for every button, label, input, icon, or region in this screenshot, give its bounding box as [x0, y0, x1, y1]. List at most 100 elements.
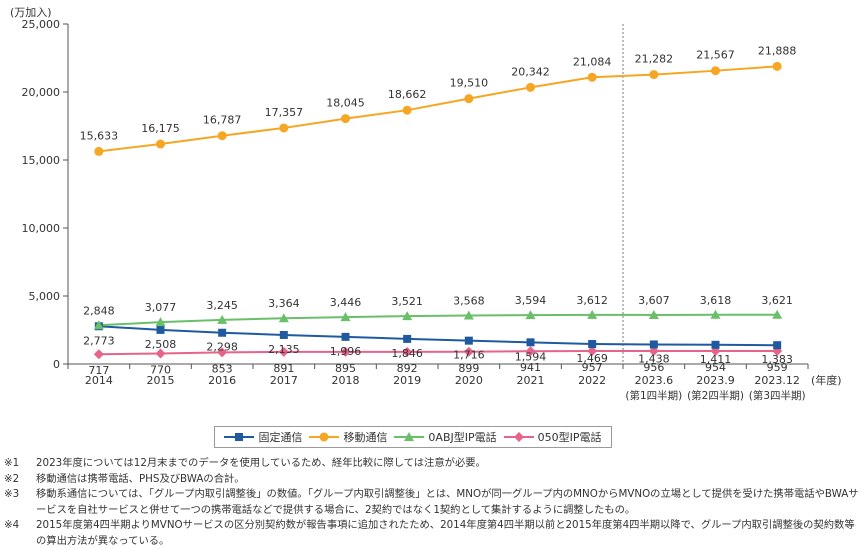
- data-point: [94, 146, 104, 156]
- data-point: [773, 341, 782, 350]
- data-point: [93, 349, 104, 360]
- legend-diamond-marker-icon: [503, 432, 534, 442]
- y-tick-label: 25,000: [22, 18, 61, 31]
- data-label: 853: [212, 362, 233, 375]
- data-point: [526, 82, 535, 92]
- legend-item-0abj: 0ABJ型IP電話: [394, 429, 497, 445]
- data-point: [526, 338, 535, 347]
- x-tick-label: 2014: [85, 374, 113, 387]
- data-label: 3,568: [453, 294, 485, 307]
- line-chart: (万加入) 0 5,000 10,000 15,000 20,000 25,000 2014 2…: [10, 6, 842, 402]
- data-point: [649, 70, 659, 80]
- x-tick-label: 2021: [517, 374, 545, 387]
- x-tick-label: 2023.6: [635, 374, 674, 387]
- x-tick-label: 2023.12: [754, 374, 800, 387]
- data-point: [279, 330, 288, 339]
- data-point: [156, 139, 165, 149]
- data-point: [155, 317, 166, 327]
- data-label: 3,612: [576, 294, 608, 307]
- data-point: [464, 94, 474, 104]
- data-point: [463, 346, 474, 357]
- x-tick-label: 2018: [332, 374, 360, 387]
- data-point: [340, 312, 351, 322]
- data-point: [217, 314, 228, 324]
- series-line: [98, 325, 778, 347]
- footnote-1-text: 2023年度については12月末までのデータを使用しているため、経年比較に際しては…: [36, 457, 486, 469]
- data-label: 891: [273, 362, 294, 375]
- data-label: 16,787: [203, 114, 242, 127]
- data-label: 21,084: [573, 55, 612, 68]
- data-label: 3,364: [268, 297, 300, 310]
- footnote-2-text: 移動通信は携帯電話、PHS及びBWAの合計。: [36, 472, 245, 485]
- data-label: 21,567: [696, 49, 735, 62]
- x-tick-label: 2020: [455, 374, 483, 387]
- data-point: [402, 346, 413, 357]
- data-point: [525, 310, 536, 320]
- x-tick-label: 2016: [208, 374, 236, 387]
- data-point: [402, 105, 412, 115]
- data-point: [772, 309, 783, 319]
- legend-item-mobile: 移動通信: [309, 429, 387, 445]
- y-tick-label: 20,000: [22, 86, 61, 99]
- legend-label-fixed: 固定通信: [258, 431, 303, 444]
- data-label: 17,357: [265, 106, 304, 119]
- data-label: 15,633: [80, 129, 119, 142]
- legend-label-0abj: 0ABJ型IP電話: [428, 431, 497, 444]
- x-tick-label: 2023.9: [696, 374, 735, 387]
- data-label: 3,521: [391, 295, 423, 308]
- data-label: 1,846: [391, 347, 423, 360]
- x-tick-label: 2022: [578, 374, 606, 387]
- series-line: [98, 349, 778, 356]
- data-label: 770: [150, 364, 171, 377]
- data-point: [341, 332, 350, 341]
- data-label: 899: [458, 362, 479, 375]
- data-label: 1,383: [761, 353, 793, 366]
- x-tick-sublabel: (第3四半期): [749, 389, 806, 402]
- footnote-3: ※3 移動系通信については、「グループ内取引調整後」の数値。「グループ内取引調整…: [4, 487, 860, 518]
- x-tick-label: 2017: [270, 374, 298, 387]
- data-point: [217, 131, 227, 141]
- data-label: 3,245: [206, 299, 238, 312]
- data-point: [341, 114, 350, 124]
- footnote-4-mark: ※4: [4, 519, 20, 531]
- data-point: [772, 61, 782, 71]
- footnote-1: ※1 2023年度については12月末までのデータを使用しているため、経年比較に際…: [4, 456, 860, 472]
- data-label: 959: [767, 361, 788, 374]
- x-tick-sublabel: (第2四半期): [687, 389, 744, 402]
- footnote-1-mark: ※1: [4, 457, 20, 469]
- data-point: [588, 340, 597, 349]
- data-label: 19,510: [450, 77, 489, 90]
- data-label: 3,621: [761, 294, 793, 307]
- chart-legend: 固定通信 移動通信 0ABJ型IP電話 050型IP電話: [214, 426, 612, 448]
- data-label: 717: [88, 364, 109, 377]
- data-point: [340, 346, 351, 357]
- series-line: [98, 65, 778, 153]
- data-point: [278, 313, 289, 323]
- data-point: [711, 66, 720, 76]
- data-point: [218, 328, 227, 337]
- data-point: [278, 346, 289, 357]
- legend-item-fixed: 固定通信: [224, 429, 302, 445]
- y-tick-label: 10,000: [22, 222, 61, 235]
- data-label: 1,594: [515, 350, 547, 363]
- data-point: [403, 334, 412, 343]
- legend-item-050: 050型IP電話: [503, 429, 601, 445]
- footnote-3-text: 移動系通信については、「グループ内取引調整後」の数値。「グループ内取引調整後」と…: [36, 488, 859, 516]
- legend-label-mobile: 移動通信: [343, 431, 388, 444]
- data-label: 2,298: [206, 341, 238, 354]
- data-label: 1,469: [576, 352, 608, 365]
- data-point: [463, 310, 474, 320]
- x-tick-label: 2015: [147, 374, 175, 387]
- data-point: [525, 346, 536, 357]
- data-label: 16,175: [141, 122, 180, 135]
- data-label: 21,888: [758, 44, 797, 57]
- data-point: [587, 345, 598, 356]
- y-tick-label: 15,000: [22, 154, 61, 167]
- data-label: 895: [335, 362, 356, 375]
- x-tick-label: 2019: [393, 374, 421, 387]
- data-point: [587, 309, 598, 319]
- data-label: 21,282: [635, 53, 674, 66]
- footnote-4-text: 2015年度第4四半期よりMVNOサービスの区分別契約数が報告事項に追加されたた…: [36, 519, 855, 547]
- data-point: [464, 336, 473, 345]
- data-point: [155, 348, 166, 359]
